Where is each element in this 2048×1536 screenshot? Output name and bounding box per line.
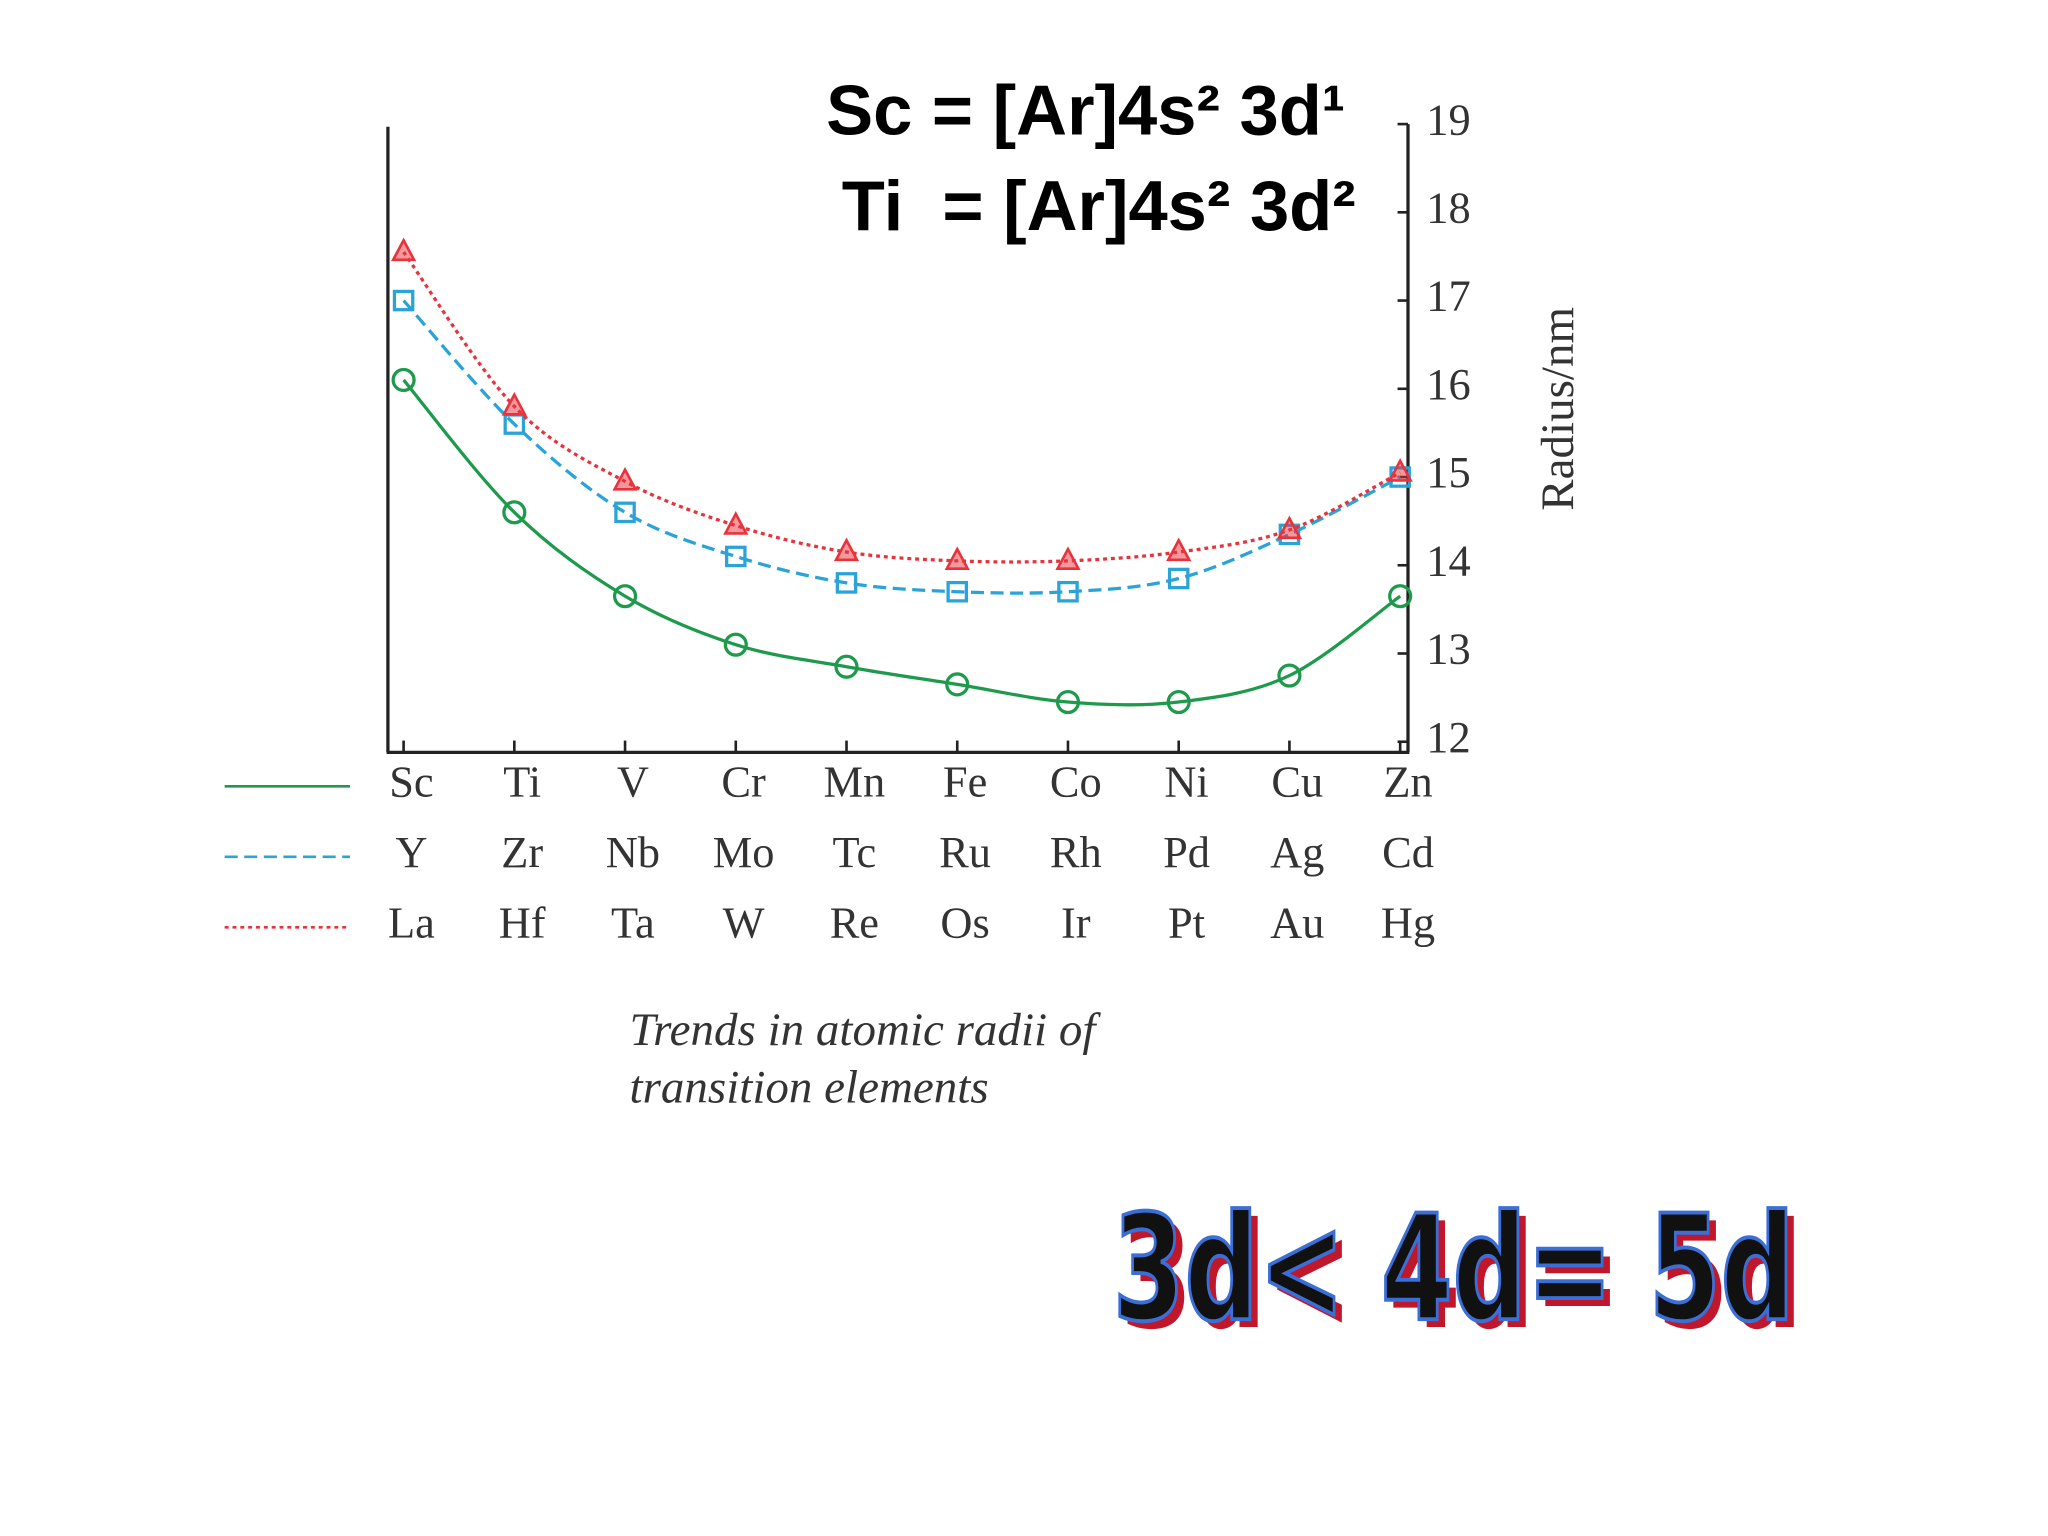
marker xyxy=(1166,689,1191,715)
category-label: Re xyxy=(830,898,879,948)
marker xyxy=(1276,515,1303,540)
category-label: Ta xyxy=(611,898,655,948)
category-label: V xyxy=(617,756,649,806)
marker xyxy=(725,545,747,568)
category-label: Cr xyxy=(721,756,766,806)
marker xyxy=(612,584,638,609)
y-tick-label: 15 xyxy=(1426,447,1470,497)
category-label: Zr xyxy=(501,827,543,877)
category-label: Y xyxy=(395,827,427,877)
category-label: Ti xyxy=(503,756,541,806)
category-label: Ru xyxy=(939,827,991,877)
marker xyxy=(392,289,415,312)
series-line xyxy=(402,378,1402,707)
category-label: Os xyxy=(940,898,989,948)
y-tick-label: 18 xyxy=(1426,183,1470,233)
marker xyxy=(1057,580,1079,603)
category-label: Mn xyxy=(824,756,886,806)
marker xyxy=(502,500,527,525)
category-label: Nb xyxy=(606,827,660,877)
marker xyxy=(946,580,969,603)
category-label: Co xyxy=(1050,756,1102,806)
marker xyxy=(1166,537,1192,562)
marker xyxy=(390,237,417,262)
marker xyxy=(1167,567,1190,590)
category-label: Sc xyxy=(389,756,433,806)
caption: transition elements xyxy=(630,1061,989,1113)
marker xyxy=(944,546,970,570)
y-tick-label: 14 xyxy=(1426,535,1470,585)
marker xyxy=(1055,546,1081,570)
marker xyxy=(1055,689,1081,715)
y-tick-label: 19 xyxy=(1426,94,1470,144)
marker xyxy=(612,466,638,491)
category-label: Ir xyxy=(1061,898,1091,948)
marker xyxy=(723,511,749,535)
marker xyxy=(614,501,636,524)
marker xyxy=(945,672,970,697)
marker xyxy=(391,367,416,393)
annotation: Ti = [Ar]4s² 3d² xyxy=(842,166,1356,245)
category-label: La xyxy=(388,898,435,948)
marker xyxy=(501,391,527,416)
category-label: Ni xyxy=(1164,756,1208,806)
y-tick-label: 16 xyxy=(1426,359,1470,409)
category-label: Zn xyxy=(1383,756,1432,806)
caption: Trends in atomic radii of xyxy=(630,1004,1102,1056)
y-tick-label: 12 xyxy=(1426,712,1470,762)
y-tick-label: 13 xyxy=(1426,624,1470,674)
category-label: Pt xyxy=(1168,898,1206,948)
y-axis-label: Radius/nm xyxy=(1532,307,1584,511)
category-label: Fe xyxy=(943,756,987,806)
marker xyxy=(1388,584,1413,609)
category-label: Tc xyxy=(832,827,876,877)
category-label: Cu xyxy=(1271,756,1323,806)
conclusion: 3d< 4d= 5d xyxy=(1113,1184,1795,1354)
category-label: W xyxy=(723,898,765,948)
category-label: Au xyxy=(1270,898,1324,948)
category-label: Rh xyxy=(1050,827,1102,877)
marker xyxy=(1277,663,1302,688)
category-label: Pd xyxy=(1163,827,1210,877)
y-tick-label: 17 xyxy=(1426,271,1470,321)
conclusion-shadow: 3d< 4d= 5d xyxy=(1121,1192,1803,1362)
marker xyxy=(833,537,860,562)
category-label: Hf xyxy=(499,898,546,948)
category-label: Mo xyxy=(713,827,775,877)
marker xyxy=(723,632,748,657)
marker xyxy=(1387,458,1413,482)
category-label: Hg xyxy=(1381,898,1435,948)
annotation: Sc = [Ar]4s² 3d¹ xyxy=(826,71,1345,150)
marker xyxy=(835,572,858,594)
series-line xyxy=(402,251,1401,564)
category-label: Cd xyxy=(1382,827,1434,877)
category-label: Ag xyxy=(1270,827,1324,877)
marker xyxy=(834,654,859,679)
series-line xyxy=(402,299,1401,595)
